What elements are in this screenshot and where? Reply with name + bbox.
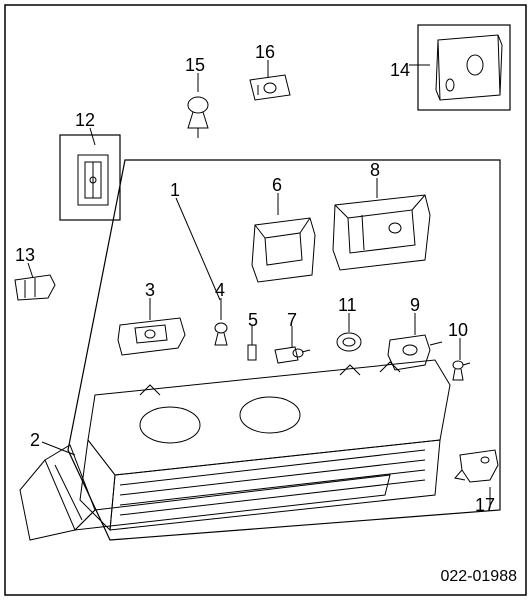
part-1-headlamp-drawing [80,360,450,530]
part-label-6: 6 [272,175,282,196]
part-label-17: 17 [475,495,495,516]
part-7-drawing [275,347,310,363]
part-label-13: 13 [15,245,35,266]
diagram-svg [0,0,531,600]
part-label-16: 16 [255,42,275,63]
part-label-2: 2 [30,430,40,451]
part-label-12: 12 [75,110,95,131]
part-9-drawing [388,335,442,370]
part-3-drawing [118,318,185,355]
part-17-drawing [455,450,498,482]
part-label-15: 15 [185,55,205,76]
part-16-drawing [250,75,290,100]
part-label-1: 1 [170,180,180,201]
part-code-label: 022-01988 [440,568,517,586]
part-label-14: 14 [390,60,410,81]
part-8-drawing [333,195,430,270]
part-12-drawing [78,155,108,205]
part-6-drawing [252,218,315,282]
part-13-drawing [15,275,55,300]
part-label-8: 8 [370,160,380,181]
parts-diagram: 1234567891011121314151617 022-01988 [0,0,531,600]
part-10-drawing [453,361,470,380]
part-label-10: 10 [448,320,468,341]
part-label-7: 7 [287,310,297,331]
part-2-drawing [20,445,390,540]
part-4-drawing [215,323,227,345]
part-label-3: 3 [145,280,155,301]
part-label-4: 4 [215,280,225,301]
part-label-11: 11 [338,295,357,316]
part-11-drawing [337,333,361,351]
part-label-9: 9 [410,295,420,316]
part-label-5: 5 [248,310,258,331]
part-14-drawing [436,35,502,100]
leader-lines [28,60,490,508]
part-15-drawing [188,97,208,138]
